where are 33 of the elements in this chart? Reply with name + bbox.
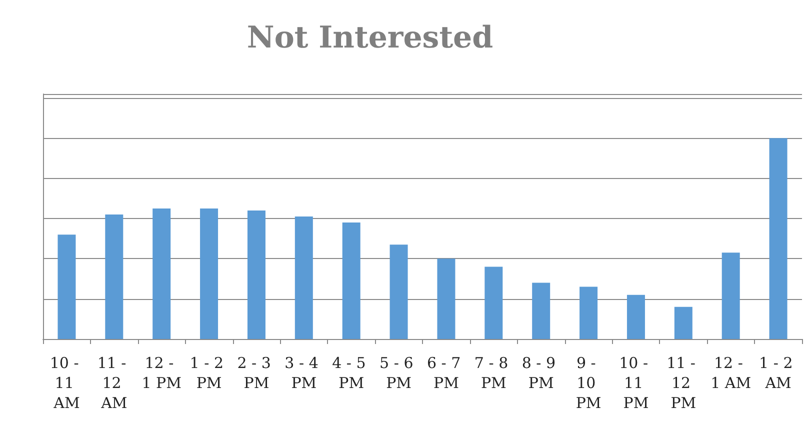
bar [674,306,692,339]
bar [342,222,360,339]
chart-title: Not Interested [246,20,494,56]
x-tick-label: 4 - 5 PM [332,354,371,392]
bar [580,286,598,339]
x-tick-label: 9 - 10 PM [576,354,602,412]
bar [247,210,266,339]
bar [626,294,645,339]
x-tick-label: 6 - 7 PM [426,354,466,392]
x-tick-label: 8 - 9 PM [522,354,560,392]
bar [484,266,503,339]
bar [294,216,313,339]
x-tick-label: 10 - 11 AM [50,354,84,412]
x-tick-label: 1 - 2 AM [759,354,798,392]
x-tick-label: 2 - 3 PM [237,354,276,392]
x-tick-label: 5 - 6 PM [380,354,418,392]
bar [722,252,740,339]
x-tick-label: 11 - 12 AM [97,354,132,412]
x-tick-label: 10 - 11 PM [619,354,653,412]
x-tick-label: 1 - 2 PM [190,354,228,392]
x-tick-label: 12 - 1 AM [710,354,752,392]
bar [390,244,408,339]
bar [152,208,171,339]
bar [437,258,456,339]
bar [105,214,124,339]
x-tick-label: 12 - 1 PM [142,354,182,392]
bar [58,234,76,339]
x-tick-label: 11 - 12 PM [666,354,700,412]
x-tick-label: 7 - 8 PM [474,354,513,392]
bar [769,138,788,339]
x-tick-label: 3 - 4 PM [284,354,324,392]
bar [532,282,550,339]
bar [200,208,218,339]
